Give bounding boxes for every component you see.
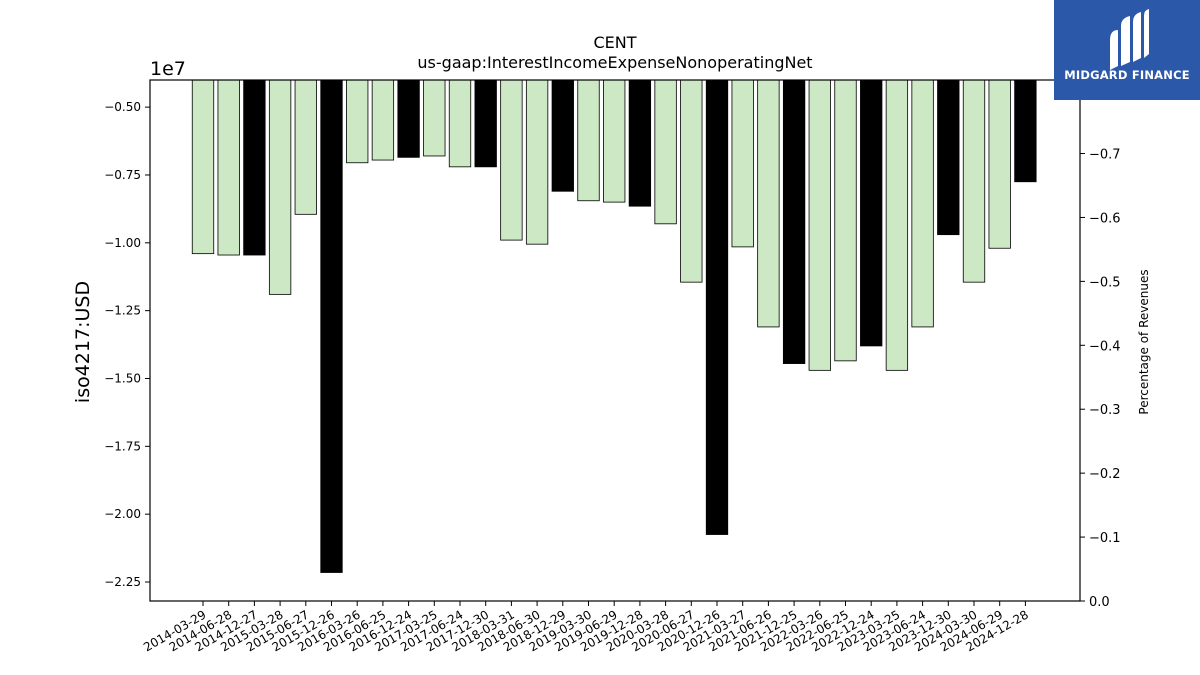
y-tick-label: −2.00 <box>104 507 141 521</box>
bar-2019-03-30 <box>577 79 600 202</box>
bar-2015-12-26 <box>320 79 343 573</box>
bar-2015-03-28 <box>268 79 292 295</box>
y2-tick-label: −0.2 <box>1089 467 1121 482</box>
y2-tick-label: −0.6 <box>1089 211 1121 226</box>
y2-tick-label: −0.3 <box>1089 403 1121 418</box>
bar-2020-06-27 <box>680 79 703 283</box>
y-tick-label: −0.75 <box>104 168 141 182</box>
bar-2021-06-26 <box>757 79 780 328</box>
bar-2022-06-25 <box>834 79 857 362</box>
bar-2019-06-29 <box>603 79 626 203</box>
y-axis-label: iso4217:USD <box>72 281 94 403</box>
chart-title: CENT <box>593 33 636 52</box>
y2-tick-label: −0.5 <box>1089 275 1121 290</box>
y2-tick-label: −0.7 <box>1089 148 1121 163</box>
logo-text: MIDGARD FINANCE <box>1064 68 1190 82</box>
bar-2018-12-29 <box>551 79 574 192</box>
bar-2019-12-28 <box>628 79 652 207</box>
bar-2018-06-30 <box>525 79 549 245</box>
bar-2016-06-25 <box>371 79 395 161</box>
bar-2024-03-30 <box>962 79 986 283</box>
y-multiplier-label: 1e7 <box>150 58 186 80</box>
bar-2023-12-30 <box>937 79 960 236</box>
y-tick-label: −1.75 <box>104 439 141 453</box>
bar-2024-12-28 <box>1014 79 1037 183</box>
bar-2014-03-29 <box>191 79 215 255</box>
bar-2016-03-26 <box>346 79 369 164</box>
bar-2018-03-31 <box>500 79 523 241</box>
bar-2022-12-24 <box>860 79 883 347</box>
y-tick-label: −1.00 <box>104 236 141 250</box>
bar-2023-06-24 <box>911 79 934 328</box>
y2-tick-label: −0.4 <box>1089 339 1121 354</box>
y2-axis-label: Percentage of Revenues <box>1137 269 1151 414</box>
bar-2015-06-27 <box>294 79 317 215</box>
chart-subtitle: us-gaap:InterestIncomeExpenseNonoperatin… <box>417 53 812 72</box>
bar-2016-12-24 <box>397 79 420 158</box>
y-tick-label: −2.25 <box>104 575 141 589</box>
bar-2017-12-30 <box>474 79 497 168</box>
y2-tick-label: −0.1 <box>1089 531 1121 546</box>
midgard-finance-logo: MIDGARD FINANCE <box>1054 0 1200 100</box>
y-tick-label: −0.50 <box>104 100 141 114</box>
y2-tick-label: 0.0 <box>1089 595 1110 610</box>
bar-2017-03-25 <box>423 79 446 157</box>
bar-2017-06-24 <box>448 79 472 168</box>
bar-2020-03-28 <box>654 79 677 225</box>
bar-2022-03-26 <box>808 79 831 371</box>
plot-frame <box>149 79 1081 602</box>
bar-2014-12-27 <box>243 79 266 256</box>
bar-2021-12-25 <box>782 79 806 364</box>
bar-2023-03-25 <box>885 79 909 371</box>
y-tick-label: −1.25 <box>104 304 141 318</box>
midgard-logo-icon <box>1110 9 1149 70</box>
bar-2014-06-28 <box>217 79 240 256</box>
bar-2020-12-26 <box>705 79 729 535</box>
bar-2024-06-29 <box>988 79 1011 249</box>
bar-2021-03-27 <box>731 79 754 248</box>
y-tick-label: −1.50 <box>104 371 141 385</box>
